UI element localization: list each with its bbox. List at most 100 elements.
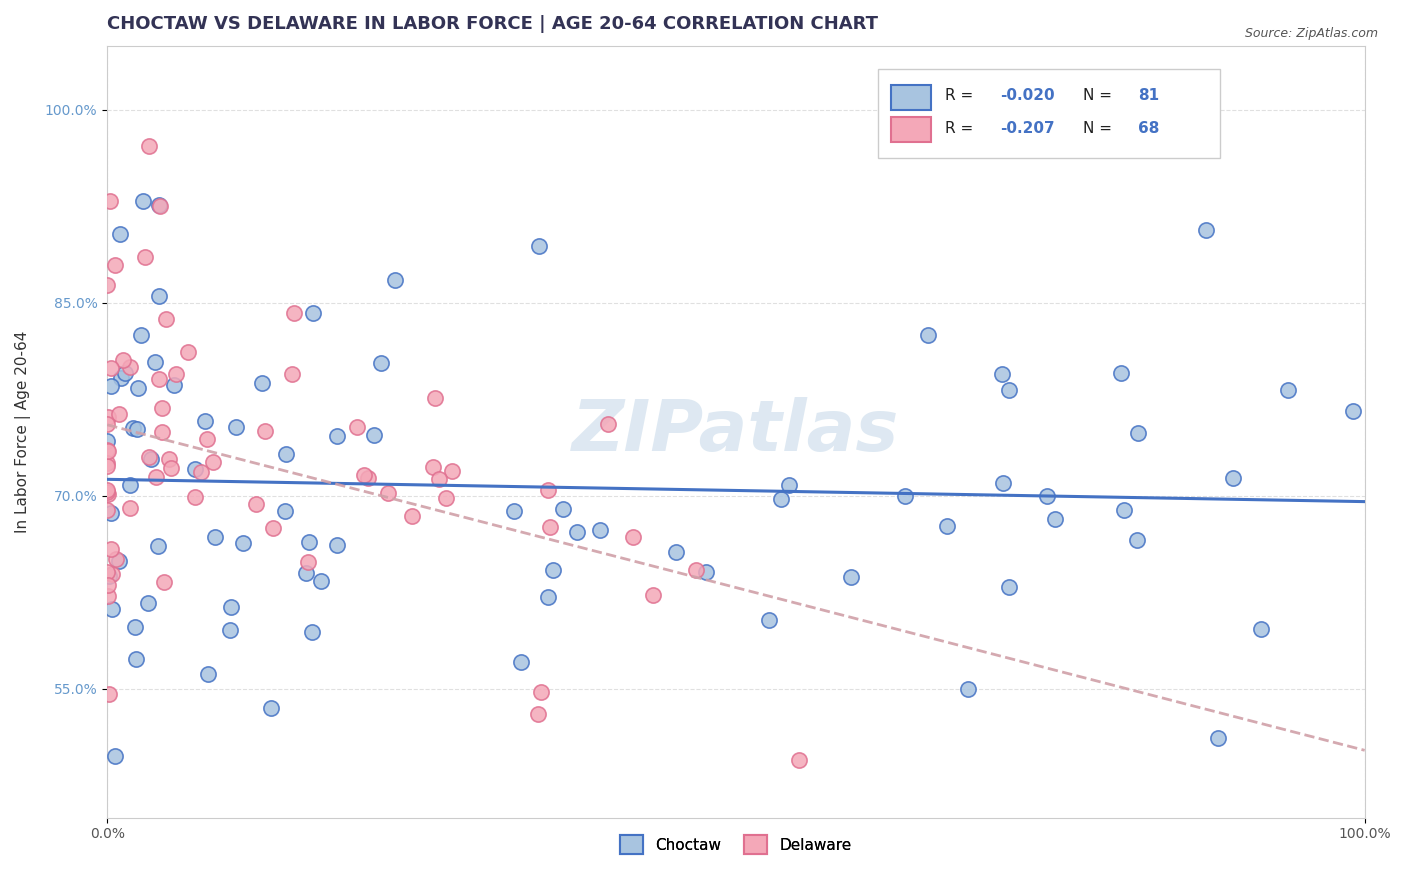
Point — [1043, 512, 1066, 526]
Point — [353, 468, 375, 483]
Point — [1341, 404, 1364, 418]
Point — [159, 461, 181, 475]
Point — [434, 491, 457, 505]
Point — [537, 591, 560, 605]
Point — [935, 519, 957, 533]
Point — [197, 666, 219, 681]
Point — [183, 490, 205, 504]
Text: Source: ZipAtlas.com: Source: ZipAtlas.com — [1244, 27, 1378, 40]
Point — [370, 356, 392, 370]
Point — [401, 509, 423, 524]
Point — [132, 194, 155, 208]
Point — [96, 565, 118, 579]
Point — [97, 444, 120, 458]
Point — [124, 620, 146, 634]
Point — [665, 545, 688, 559]
Point — [502, 503, 524, 517]
Point — [276, 446, 298, 460]
Text: 81: 81 — [1139, 88, 1160, 103]
Point — [529, 685, 551, 699]
Point — [377, 485, 399, 500]
Point — [96, 277, 118, 292]
Point — [917, 327, 939, 342]
Point — [778, 477, 800, 491]
Point — [153, 574, 176, 589]
Point — [100, 378, 122, 392]
Point — [990, 368, 1012, 382]
Point — [145, 470, 167, 484]
Point — [1195, 223, 1218, 237]
Point — [114, 366, 136, 380]
Point — [297, 535, 319, 549]
Point — [127, 381, 149, 395]
FancyBboxPatch shape — [879, 69, 1220, 158]
Point — [541, 563, 564, 577]
Text: CHOCTAW VS DELAWARE IN LABOR FORCE | AGE 20-64 CORRELATION CHART: CHOCTAW VS DELAWARE IN LABOR FORCE | AGE… — [107, 15, 879, 33]
Legend: Choctaw, Delaware: Choctaw, Delaware — [614, 830, 858, 860]
Point — [125, 652, 148, 666]
Point — [422, 459, 444, 474]
Point — [295, 566, 318, 580]
Point — [250, 376, 273, 390]
Point — [1035, 489, 1057, 503]
Point — [509, 655, 531, 669]
Point — [1222, 471, 1244, 485]
Point — [195, 432, 218, 446]
Point — [100, 194, 122, 208]
Point — [141, 452, 163, 467]
Point — [274, 504, 297, 518]
Point — [1126, 533, 1149, 547]
Point — [148, 198, 170, 212]
Point — [96, 456, 118, 470]
Point — [839, 570, 862, 584]
Point — [262, 521, 284, 535]
Point — [104, 748, 127, 763]
Point — [96, 503, 118, 517]
Point — [301, 625, 323, 640]
Point — [232, 535, 254, 549]
Point — [769, 492, 792, 507]
Point — [326, 538, 349, 552]
Point — [165, 367, 187, 381]
Point — [100, 360, 122, 375]
Point — [146, 539, 169, 553]
Text: R =: R = — [945, 88, 977, 103]
Point — [101, 602, 124, 616]
Point — [127, 422, 149, 436]
Point — [101, 566, 124, 581]
Point — [297, 555, 319, 569]
Point — [346, 419, 368, 434]
Text: -0.207: -0.207 — [1000, 120, 1054, 136]
Point — [149, 199, 172, 213]
Point — [565, 525, 588, 540]
Point — [957, 681, 980, 696]
Point — [96, 417, 118, 432]
FancyBboxPatch shape — [890, 85, 931, 110]
Point — [219, 624, 242, 638]
Point — [184, 461, 207, 475]
Point — [553, 501, 575, 516]
Point — [96, 483, 118, 498]
Point — [97, 410, 120, 425]
Point — [202, 454, 225, 468]
Point — [98, 569, 121, 583]
Point — [219, 600, 242, 615]
Point — [136, 596, 159, 610]
Point — [138, 450, 160, 465]
Point — [537, 483, 560, 497]
Point — [997, 384, 1019, 398]
Text: N =: N = — [1083, 88, 1116, 103]
Point — [96, 485, 118, 500]
Point — [96, 434, 118, 449]
Point — [621, 529, 644, 543]
Point — [122, 421, 145, 435]
Point — [97, 578, 120, 592]
Point — [301, 306, 323, 320]
Y-axis label: In Labor Force | Age 20-64: In Labor Force | Age 20-64 — [15, 330, 31, 533]
Point — [98, 687, 121, 701]
Point — [204, 530, 226, 544]
Point — [225, 419, 247, 434]
Point — [356, 470, 378, 484]
Point — [427, 472, 450, 486]
Point — [440, 464, 463, 478]
